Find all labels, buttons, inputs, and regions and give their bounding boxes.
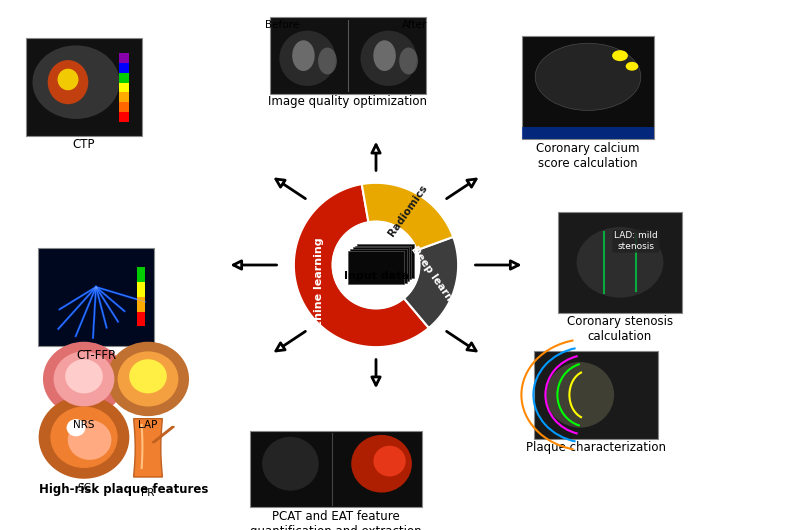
- Ellipse shape: [65, 359, 103, 393]
- Text: CTP: CTP: [73, 138, 95, 151]
- Polygon shape: [134, 419, 162, 477]
- Text: Coronary stenosis
calculation: Coronary stenosis calculation: [567, 315, 673, 343]
- Text: CT-FFR: CT-FFR: [76, 349, 116, 362]
- Ellipse shape: [262, 437, 318, 491]
- Ellipse shape: [43, 342, 125, 416]
- Polygon shape: [404, 237, 458, 328]
- Text: High-risk plaque features: High-risk plaque features: [39, 483, 209, 497]
- Ellipse shape: [129, 359, 167, 393]
- Bar: [137, 282, 145, 297]
- Ellipse shape: [399, 48, 418, 74]
- Text: SC: SC: [77, 483, 91, 493]
- FancyBboxPatch shape: [250, 430, 422, 508]
- Text: Before: Before: [265, 20, 298, 30]
- Text: PR: PR: [142, 488, 154, 498]
- Ellipse shape: [318, 48, 337, 74]
- Polygon shape: [152, 427, 174, 443]
- Text: NRS: NRS: [74, 420, 94, 430]
- Bar: [118, 102, 130, 112]
- Circle shape: [613, 51, 627, 60]
- FancyBboxPatch shape: [355, 246, 411, 279]
- Ellipse shape: [546, 362, 614, 428]
- FancyBboxPatch shape: [348, 251, 404, 284]
- Bar: [522, 127, 654, 139]
- Bar: [118, 112, 130, 122]
- Bar: [118, 73, 130, 83]
- Text: PCAT and EAT feature
quantification and extraction: PCAT and EAT feature quantification and …: [250, 510, 422, 530]
- FancyBboxPatch shape: [26, 39, 142, 137]
- Text: Coronary calcium
score calculation: Coronary calcium score calculation: [536, 142, 640, 170]
- Ellipse shape: [50, 407, 118, 468]
- Ellipse shape: [361, 31, 417, 86]
- Ellipse shape: [33, 46, 119, 119]
- FancyBboxPatch shape: [353, 248, 409, 281]
- Bar: [118, 63, 130, 73]
- Ellipse shape: [48, 60, 88, 104]
- Ellipse shape: [107, 342, 189, 416]
- Text: After: After: [402, 20, 427, 30]
- Ellipse shape: [535, 43, 641, 110]
- Text: LAP: LAP: [138, 420, 158, 430]
- Ellipse shape: [374, 446, 406, 476]
- Bar: [118, 92, 130, 102]
- Text: Radiomics: Radiomics: [386, 183, 429, 238]
- FancyBboxPatch shape: [534, 351, 658, 439]
- Ellipse shape: [374, 40, 396, 71]
- Ellipse shape: [292, 40, 314, 71]
- Ellipse shape: [351, 435, 412, 492]
- FancyBboxPatch shape: [558, 212, 682, 313]
- Ellipse shape: [54, 351, 114, 407]
- Ellipse shape: [118, 351, 178, 407]
- Polygon shape: [362, 183, 453, 250]
- FancyBboxPatch shape: [350, 249, 406, 282]
- Ellipse shape: [66, 419, 86, 436]
- FancyBboxPatch shape: [358, 244, 414, 278]
- Bar: [118, 83, 130, 92]
- Ellipse shape: [577, 227, 663, 298]
- Ellipse shape: [38, 396, 130, 479]
- Bar: [137, 312, 145, 326]
- FancyBboxPatch shape: [270, 17, 426, 94]
- Polygon shape: [294, 184, 429, 347]
- Ellipse shape: [279, 31, 335, 86]
- FancyBboxPatch shape: [522, 36, 654, 139]
- Text: Machine learning: Machine learning: [314, 238, 324, 346]
- Ellipse shape: [68, 420, 111, 460]
- Ellipse shape: [333, 222, 419, 308]
- Text: Plaque characterization: Plaque characterization: [526, 441, 666, 454]
- Ellipse shape: [58, 69, 78, 90]
- Bar: [137, 267, 145, 282]
- Text: Image quality optimization: Image quality optimization: [269, 95, 427, 109]
- Bar: [118, 53, 130, 63]
- Text: Deep learning: Deep learning: [409, 244, 465, 318]
- FancyBboxPatch shape: [38, 248, 154, 346]
- Text: Input data: Input data: [343, 271, 409, 281]
- Text: LAD: mild
stenosis: LAD: mild stenosis: [614, 232, 658, 251]
- Circle shape: [626, 63, 638, 70]
- Bar: [137, 297, 145, 312]
